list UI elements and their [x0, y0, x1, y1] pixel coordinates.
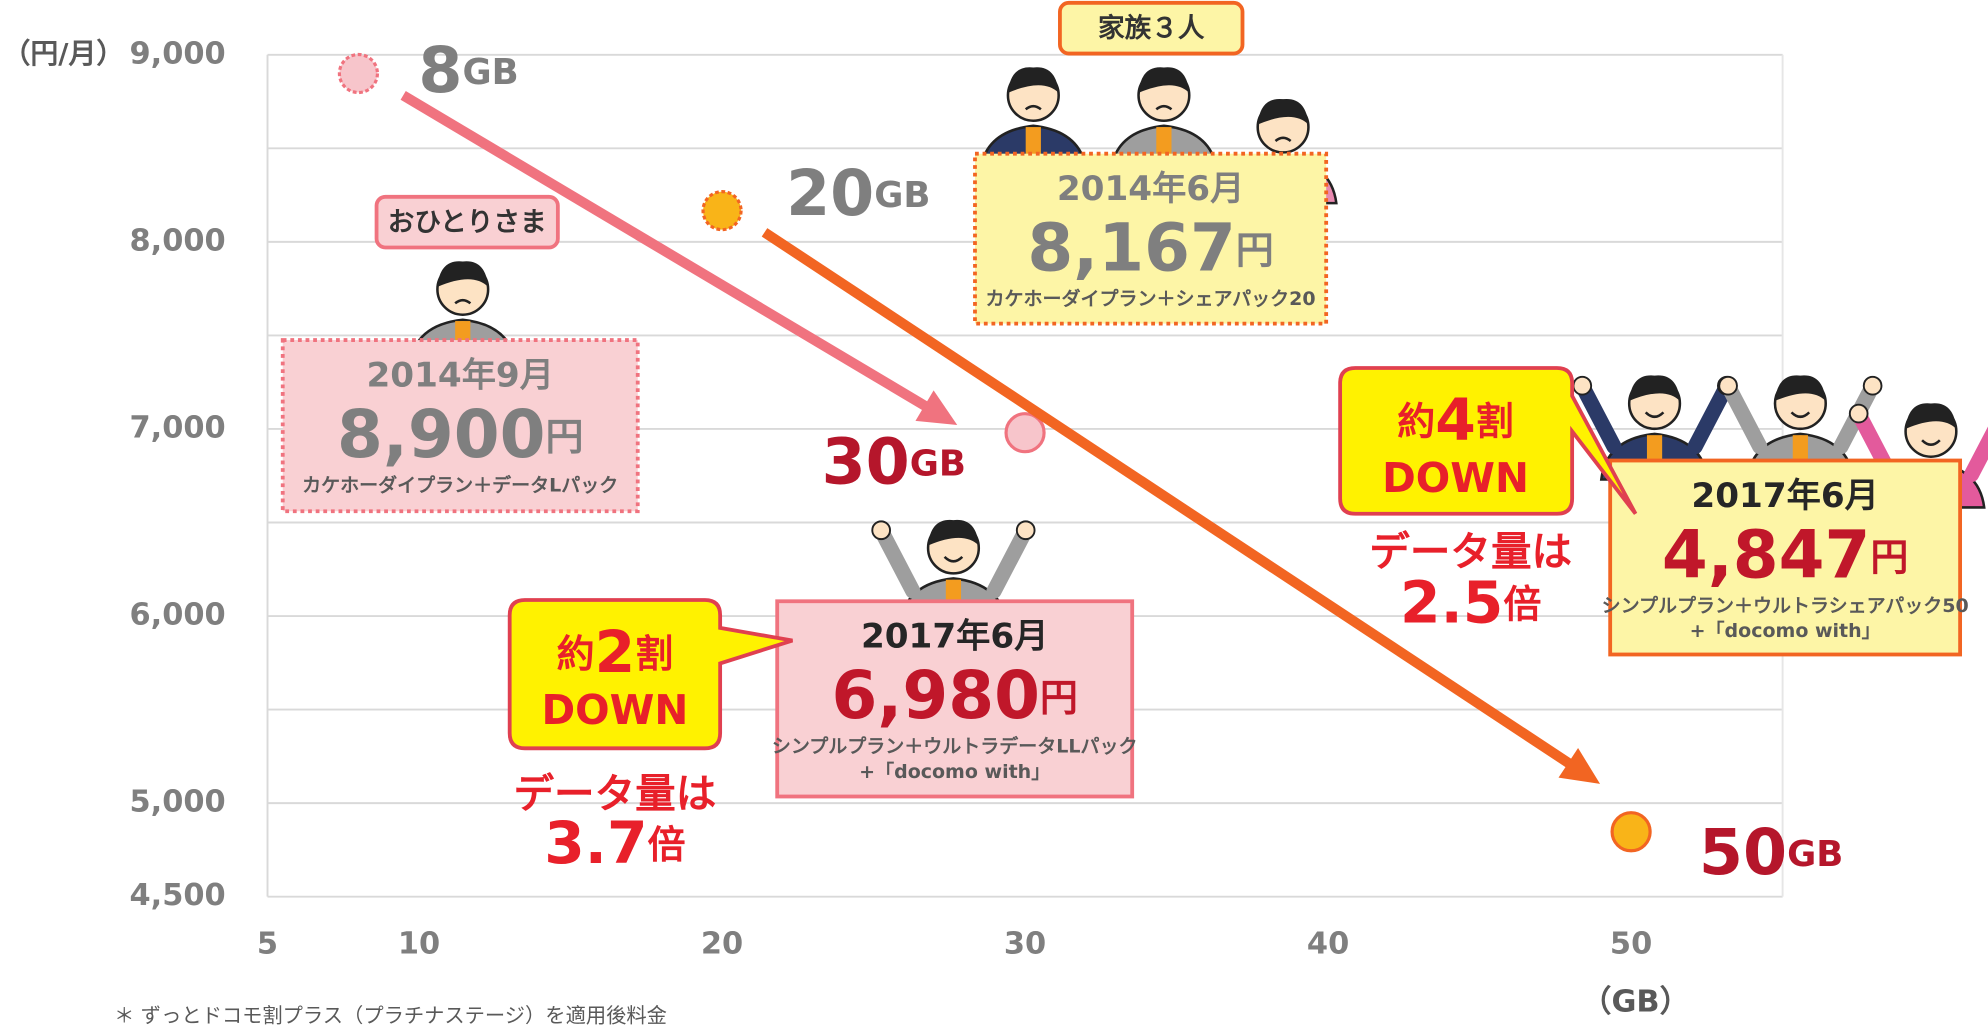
- price-value: 8,900: [337, 396, 545, 473]
- person-hand: [1719, 377, 1737, 395]
- date-label: 2017年6月: [1691, 476, 1879, 516]
- size-number: 20: [786, 155, 874, 229]
- size-label: 20GB: [786, 155, 930, 229]
- date-label: 2017年6月: [861, 617, 1049, 657]
- price-value: 8,167: [1027, 210, 1235, 287]
- size-unit: GB: [910, 444, 966, 485]
- reduction-suffix: 割: [635, 631, 673, 675]
- x-axis-label: （GB）: [1581, 985, 1690, 1020]
- ratio-value: 2.5倍: [1400, 568, 1541, 636]
- size-unit: GB: [1787, 834, 1843, 875]
- data-point: [703, 192, 741, 230]
- y-tick-label: 9,000: [129, 36, 225, 71]
- price-currency: 円: [545, 414, 583, 458]
- data-point: [1612, 813, 1650, 851]
- size-label: 50GB: [1699, 815, 1843, 889]
- ratio-unit: 倍: [1503, 582, 1541, 626]
- price-currency: 円: [1236, 228, 1274, 272]
- reduction-prefix: 約: [557, 631, 595, 675]
- size-unit: GB: [463, 52, 519, 93]
- page: {"chart_data": { "type": "scatter", "y_l…: [0, 0, 1988, 1025]
- size-label: 8GB: [418, 32, 518, 106]
- price-currency: 円: [1040, 676, 1078, 720]
- reduction-suffix: 割: [1476, 399, 1514, 443]
- data-point: [339, 54, 377, 92]
- persona-label: 家族３人: [1098, 13, 1205, 44]
- reduction-prefix: 約: [1397, 399, 1435, 443]
- x-tick-label: 5: [257, 926, 278, 961]
- y-tick-label: 8,000: [129, 223, 225, 258]
- reduction-down: DOWN: [541, 686, 688, 734]
- person-hand: [1573, 377, 1591, 395]
- x-tick-label: 40: [1307, 926, 1349, 961]
- plan-label: カケホーダイプラン＋シェアパック20: [986, 287, 1316, 310]
- y-tick-label: 6,000: [129, 598, 225, 633]
- price-value: 6,980: [831, 657, 1039, 734]
- person-hand: [1850, 405, 1868, 423]
- size-number: 30: [822, 424, 910, 498]
- ratio-unit: 倍: [648, 823, 686, 867]
- size-label: 30GB: [822, 424, 966, 498]
- reduction-number: 2: [595, 618, 636, 686]
- x-tick-label: 50: [1610, 926, 1652, 961]
- y-axis-label: （円/月）: [3, 37, 125, 70]
- x-tick-label: 30: [1004, 926, 1046, 961]
- person-arm: [884, 535, 913, 591]
- person-arm: [1731, 391, 1760, 447]
- reduction-number: 4: [1435, 386, 1476, 454]
- price-value: 4,847: [1662, 516, 1870, 593]
- x-tick-label: 20: [701, 926, 743, 961]
- person-hand: [1864, 377, 1882, 395]
- ratio-value: 3.7倍: [544, 809, 685, 877]
- persona-label: おひとりさま: [388, 207, 547, 238]
- plan-label: シンプルプラン＋ウルトラシェアパック50: [1602, 594, 1969, 617]
- date-label: 2014年6月: [1057, 169, 1245, 209]
- chart: （円/月） （GB） ＊ ずっとドコモ割プラス（プラチナステージ）を適用後料金 …: [0, 0, 1988, 1025]
- plan-label: +「docomo with」: [1690, 619, 1881, 642]
- size-number: 50: [1699, 815, 1787, 889]
- person-hand: [1017, 521, 1035, 539]
- y-tick-label: 5,000: [129, 785, 225, 820]
- price-currency: 円: [1870, 535, 1908, 579]
- plan-label: +「docomo with」: [859, 760, 1050, 783]
- ratio-number: 2.5: [1400, 568, 1503, 636]
- size-unit: GB: [874, 175, 930, 216]
- person-arm: [1695, 391, 1724, 447]
- person-arm: [1972, 419, 1988, 475]
- plan-label: カケホーダイプラン＋データLパック: [302, 473, 618, 496]
- size-number: 8: [418, 32, 462, 106]
- reduction-down: DOWN: [1382, 454, 1529, 502]
- y-tick-label: 7,000: [129, 410, 225, 445]
- date-label: 2014年9月: [366, 355, 553, 395]
- person-hand: [872, 521, 890, 539]
- x-tick-label: 10: [398, 926, 440, 961]
- person-arm: [994, 535, 1023, 591]
- plan-label: シンプルプラン＋ウルトラデータLLパック: [772, 735, 1138, 758]
- footnote: ＊ ずっとドコモ割プラス（プラチナステージ）を適用後料金: [114, 1004, 667, 1025]
- ratio-number: 3.7: [544, 809, 647, 877]
- y-tick-label: 4,500: [129, 878, 225, 913]
- data-point: [1006, 414, 1044, 452]
